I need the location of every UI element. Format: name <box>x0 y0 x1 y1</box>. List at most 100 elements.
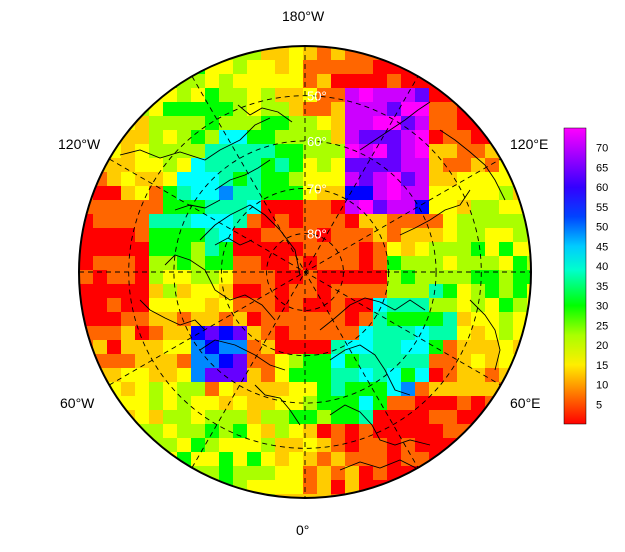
field-cell <box>191 452 206 467</box>
field-cell <box>261 298 276 313</box>
field-cell <box>191 298 206 313</box>
field-cell <box>261 200 276 215</box>
field-cell <box>107 410 122 425</box>
field-cell <box>205 46 220 61</box>
field-cell <box>317 242 332 257</box>
field-cell <box>205 284 220 299</box>
field-cell <box>373 214 388 229</box>
field-cell <box>163 242 178 257</box>
field-cell <box>233 74 248 89</box>
field-cell <box>163 382 178 397</box>
field-cell <box>345 410 360 425</box>
field-cell <box>191 256 206 271</box>
field-cell <box>513 102 528 117</box>
field-cell <box>387 284 402 299</box>
field-cell <box>233 382 248 397</box>
field-cell <box>79 354 94 369</box>
field-cell <box>191 200 206 215</box>
field-cell <box>233 172 248 187</box>
field-cell <box>289 46 304 61</box>
field-cell <box>191 144 206 159</box>
field-cell <box>79 438 94 453</box>
field-cell <box>485 368 500 383</box>
field-cell <box>443 116 458 131</box>
field-cell <box>373 354 388 369</box>
field-cell <box>345 88 360 103</box>
field-cell <box>373 60 388 75</box>
field-cell <box>219 396 234 411</box>
field-cell <box>107 452 122 467</box>
field-cell <box>331 88 346 103</box>
latitude-label: 70° <box>307 181 327 196</box>
field-cell <box>401 326 416 341</box>
field-cell <box>331 270 346 285</box>
field-cell <box>527 256 531 271</box>
field-cell <box>331 186 346 201</box>
field-cell <box>373 452 388 467</box>
field-cell <box>275 382 290 397</box>
colorbar-tick-label: 15 <box>596 360 608 372</box>
field-cell <box>219 116 234 131</box>
field-cell <box>457 284 472 299</box>
field-cell <box>457 256 472 271</box>
field-cell <box>79 88 94 103</box>
field-cell <box>121 116 136 131</box>
field-cell <box>149 186 164 201</box>
field-cell <box>345 102 360 117</box>
field-cell <box>163 130 178 145</box>
field-cell <box>261 466 276 481</box>
field-cell <box>275 466 290 481</box>
field-cell <box>345 354 360 369</box>
field-cell <box>303 74 318 89</box>
field-cell <box>373 298 388 313</box>
field-cell <box>429 102 444 117</box>
field-cell <box>457 144 472 159</box>
field-cell <box>457 46 472 61</box>
field-cell <box>247 116 262 131</box>
field-cell <box>219 466 234 481</box>
field-cell <box>359 284 374 299</box>
field-cell <box>387 46 402 61</box>
field-cell <box>331 172 346 187</box>
field-cell <box>331 410 346 425</box>
field-cell <box>527 60 531 75</box>
field-cell <box>331 256 346 271</box>
field-cell <box>121 298 136 313</box>
field-cell <box>345 60 360 75</box>
field-cell <box>205 242 220 257</box>
field-cell <box>457 200 472 215</box>
field-cell <box>135 368 150 383</box>
field-cell <box>289 480 304 495</box>
field-cell <box>247 340 262 355</box>
field-cell <box>471 298 486 313</box>
field-cell <box>79 494 94 498</box>
field-cell <box>317 312 332 327</box>
field-cell <box>457 158 472 173</box>
field-cell <box>233 158 248 173</box>
field-cell <box>387 354 402 369</box>
field-cell <box>289 102 304 117</box>
colorbar-tick-label: 50 <box>596 222 608 234</box>
field-cell <box>247 438 262 453</box>
field-cell <box>317 438 332 453</box>
field-cell <box>527 466 531 481</box>
field-cell <box>275 340 290 355</box>
field-cell <box>387 186 402 201</box>
field-cell <box>163 396 178 411</box>
field-cell <box>79 172 94 187</box>
field-cell <box>387 242 402 257</box>
field-cell <box>457 242 472 257</box>
field-cell <box>233 326 248 341</box>
field-cell <box>485 186 500 201</box>
field-cell <box>219 368 234 383</box>
field-cell <box>233 200 248 215</box>
field-cell <box>527 158 531 173</box>
field-cell <box>107 88 122 103</box>
field-cell <box>359 130 374 145</box>
field-cell <box>317 368 332 383</box>
field-cell <box>331 424 346 439</box>
field-cell <box>513 88 528 103</box>
field-cell <box>121 270 136 285</box>
field-cell <box>471 312 486 327</box>
field-cell <box>93 480 108 495</box>
